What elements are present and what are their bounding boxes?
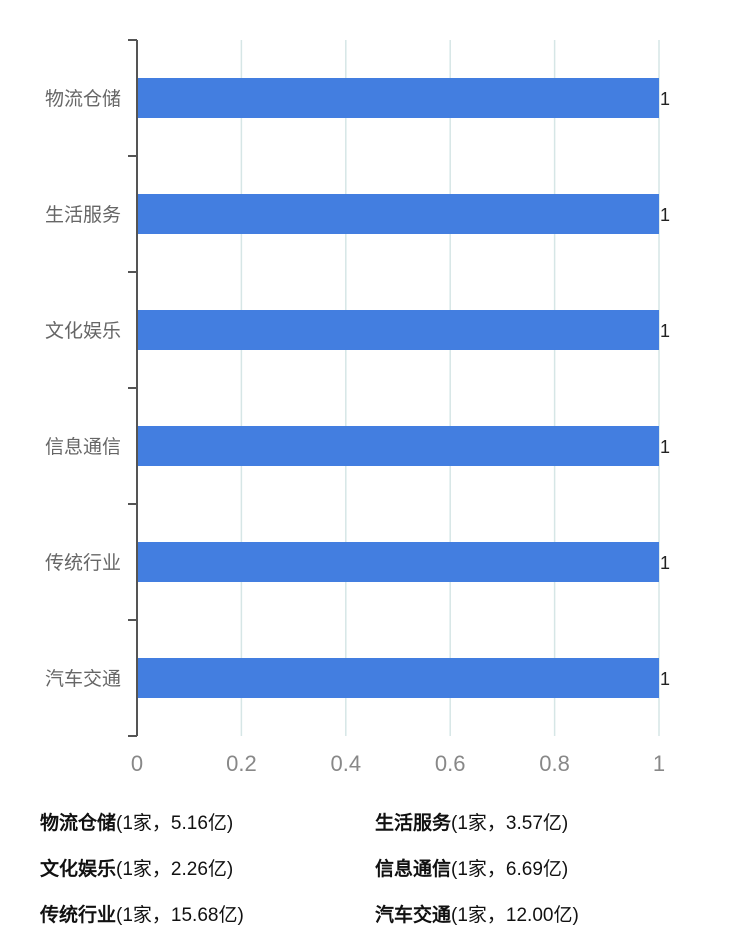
bar	[137, 310, 659, 350]
legend-item-shenghuo: 生活服务(1家，3.57亿)	[375, 814, 710, 834]
legend: 物流仓储(1家，5.16亿) 生活服务(1家，3.57亿) 文化娱乐(1家，2.…	[40, 814, 720, 926]
data-label: 1	[660, 437, 670, 457]
legend-item-chuantong: 传统行业(1家，15.68亿)	[40, 906, 375, 926]
data-label: 1	[660, 89, 670, 109]
bar	[137, 426, 659, 466]
x-tick-label: 0.8	[539, 751, 570, 776]
x-tick-label: 0.6	[435, 751, 466, 776]
data-label: 1	[660, 553, 670, 573]
legend-item-xinxi: 信息通信(1家，6.69亿)	[375, 860, 710, 880]
data-label: 1	[660, 205, 670, 225]
x-tick-label: 0	[131, 751, 143, 776]
category-label: 生活服务	[45, 204, 121, 226]
category-label: 传统行业	[45, 552, 121, 574]
legend-name: 文化娱乐	[40, 859, 117, 880]
legend-detail: (1家，5.16亿)	[116, 813, 234, 834]
data-label: 1	[660, 321, 670, 341]
legend-item-qiche: 汽车交通(1家，12.00亿)	[375, 906, 710, 926]
legend-name: 信息通信	[375, 859, 452, 880]
legend-detail: (1家，2.26亿)	[116, 859, 234, 880]
legend-name: 汽车交通	[375, 905, 452, 926]
category-label: 信息通信	[45, 436, 121, 458]
x-tick-label: 0.2	[226, 751, 257, 776]
x-tick-label: 0.4	[331, 751, 362, 776]
bar-chart: 1 物流仓储 1 生活服务 1 文化娱乐 1 信息通信 1 传统行业 1 汽车交通 0 0.2 0.4 0.6…	[45, 39, 670, 776]
bar	[137, 658, 659, 698]
legend-name: 物流仓储	[40, 813, 117, 834]
legend-detail: (1家，6.69亿)	[451, 859, 569, 880]
legend-detail: (1家，12.00亿)	[451, 905, 579, 926]
legend-name: 传统行业	[40, 905, 117, 926]
bar	[137, 194, 659, 234]
data-label: 1	[660, 669, 670, 689]
legend-name: 生活服务	[375, 813, 452, 834]
legend-detail: (1家，15.68亿)	[116, 905, 244, 926]
bar	[137, 78, 659, 118]
bar	[137, 542, 659, 582]
legend-detail: (1家，3.57亿)	[451, 813, 569, 834]
x-tick-label: 1	[653, 751, 665, 776]
category-label: 物流仓储	[45, 88, 121, 110]
category-label: 汽车交通	[45, 668, 121, 690]
legend-item-wuliu: 物流仓储(1家，5.16亿)	[40, 814, 375, 834]
category-label: 文化娱乐	[45, 320, 121, 342]
legend-item-wenhua: 文化娱乐(1家，2.26亿)	[40, 860, 375, 880]
